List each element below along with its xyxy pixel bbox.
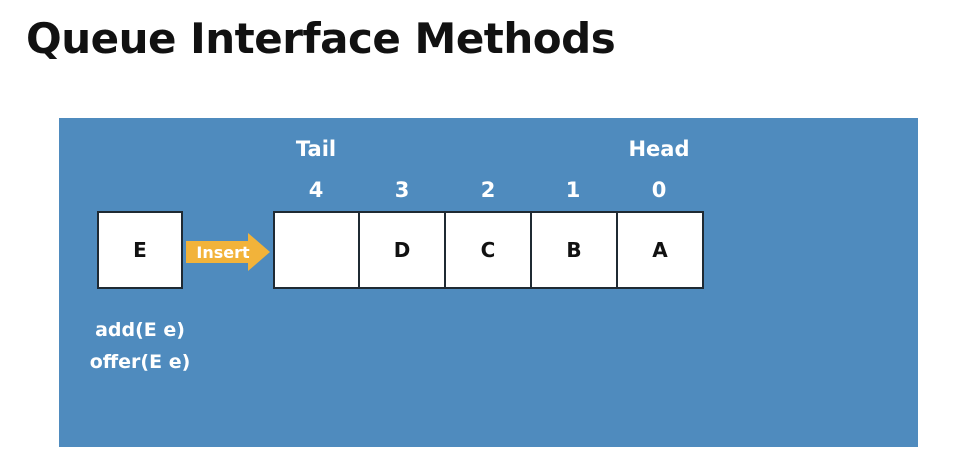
- index-label-0: 0: [651, 178, 667, 202]
- head-label: Head: [628, 137, 690, 161]
- index-label-2: 2: [480, 178, 496, 202]
- queue-cell-2: C: [444, 211, 532, 289]
- index-label-1: 1: [565, 178, 581, 202]
- new-element-box: E: [97, 211, 183, 289]
- queue-cell-0: A: [616, 211, 704, 289]
- insert-arrow-label: Insert: [196, 242, 250, 262]
- method-offer: offer(E e): [89, 351, 191, 373]
- diagram-panel: Tail Head 4 3 2 1 0 E Insert D C B A add…: [59, 118, 918, 447]
- queue-cell-4: [273, 211, 360, 289]
- method-add: add(E e): [95, 319, 185, 341]
- insert-arrow-icon: [186, 233, 270, 271]
- tail-label: Tail: [295, 137, 337, 161]
- page-title: Queue Interface Methods: [26, 14, 616, 63]
- index-label-3: 3: [394, 178, 410, 202]
- queue-cell-1: B: [530, 211, 618, 289]
- queue-cell-3: D: [358, 211, 446, 289]
- index-label-4: 4: [308, 178, 324, 202]
